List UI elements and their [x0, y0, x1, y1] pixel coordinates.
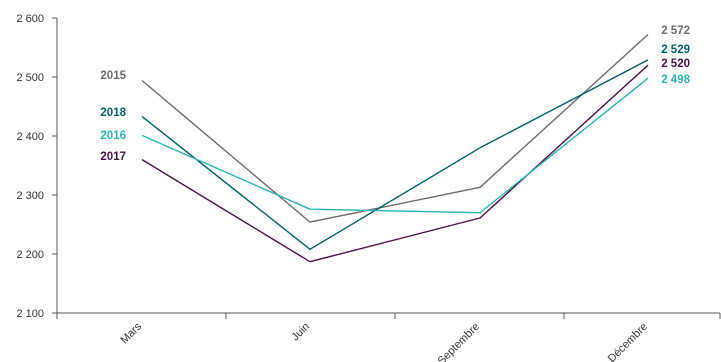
y-tick-label: 2 400: [16, 131, 44, 143]
series-end-value-label: 2 572: [661, 25, 690, 37]
series-end-labels: 2 572 2 529 2 520 2 498: [661, 25, 690, 86]
series-line-2015: [141, 33, 649, 223]
series-start-labels: 2015 2018 2017 2016: [100, 70, 126, 163]
x-tick-label: Décembre: [606, 321, 650, 362]
series-name-label: 2015: [100, 70, 126, 82]
y-axis-ticks: 2 100 2 200 2 300 2 400 2 500 2 600: [16, 13, 57, 320]
series-line-2016: [141, 77, 649, 214]
y-tick-label: 2 100: [16, 308, 44, 320]
x-tick-label: Juin: [289, 321, 312, 344]
series-end-value-label: 2 520: [661, 58, 690, 70]
x-tick-label: Mars: [118, 320, 144, 346]
series-name-label: 2016: [100, 130, 126, 142]
series-end-value-label: 2 529: [661, 44, 690, 56]
series-end-value-label: 2 498: [661, 74, 690, 86]
series-lines: [141, 33, 649, 263]
y-tick-label: 2 200: [16, 249, 44, 261]
series-line-2018: [141, 59, 649, 251]
series-name-label: 2017: [100, 151, 126, 163]
y-tick-label: 2 300: [16, 190, 44, 202]
series-name-label: 2018: [100, 107, 126, 119]
x-axis-ticks: Mars Juin Septembre Décembre: [56, 313, 721, 362]
x-tick-label: Septembre: [436, 321, 483, 362]
series-line-2017: [141, 64, 649, 263]
y-tick-label: 2 500: [16, 72, 44, 84]
y-tick-label: 2 600: [16, 13, 44, 25]
